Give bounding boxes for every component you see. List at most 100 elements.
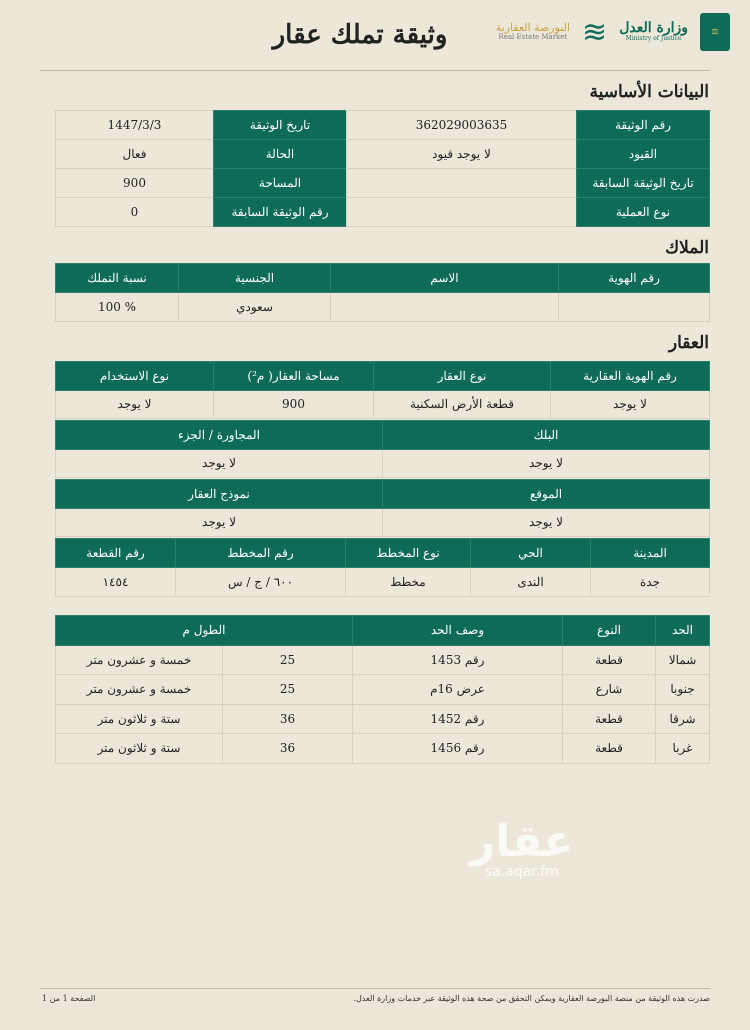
table-cell: 25 <box>222 644 353 675</box>
table-cell: % 100 <box>55 292 179 322</box>
table-row: جنوبا شارع عرض 16م 25 خمسة و عشرون متر <box>55 674 710 705</box>
footer-note: صدرت هذه الوثيقة من منصة البورصة العقاري… <box>353 994 710 1003</box>
block-table: البلك المجاورة / الجزء لا يوجد لا يوجد <box>55 420 710 478</box>
table-cell: لا يوجد <box>55 448 383 478</box>
table-cell: لا يوجد <box>55 389 214 419</box>
property-heading: العقار <box>668 333 709 353</box>
column-header: رقم الهوية العقارية <box>550 361 710 391</box>
table-cell: شمالا <box>655 644 710 675</box>
header-row: الموقع نموذج العقار <box>55 479 710 509</box>
header-row: الحد النوع وصف الحد الطول م <box>55 615 710 646</box>
table-cell: 362029003635 <box>346 110 577 140</box>
column-header: الحد <box>655 615 710 646</box>
table-cell: 1447/3/3 <box>55 110 214 140</box>
column-header: القيود <box>576 139 710 169</box>
table-row: لا يوجد لا يوجد <box>55 448 710 478</box>
table-cell: لا يوجد <box>550 389 710 419</box>
table-cell: الندى <box>470 567 591 597</box>
table-row: لا يوجد لا يوجد <box>55 507 710 537</box>
table-cell: عرض 16م <box>352 674 563 705</box>
table-row: شرقا قطعة رقم 1452 36 ستة و ثلاثون متر <box>55 703 710 734</box>
table-cell: رقم 1456 <box>352 733 563 764</box>
table-row: تاريخ الوثيقة السابقة المساحة 900 <box>55 168 710 198</box>
plan-table: المدينة الحي نوع المخطط رقم المخطط رقم القطع… <box>55 538 710 597</box>
table-cell: 900 <box>213 389 374 419</box>
page-number: الصفحة 1 من 1 <box>42 994 96 1003</box>
table-cell: شارع <box>562 674 656 705</box>
table-cell <box>346 197 577 227</box>
table-cell: قطعة <box>562 733 656 764</box>
moj-logo-en: Ministry of Justice <box>625 35 682 43</box>
table-cell <box>330 292 559 322</box>
table-cell: ٦٠٠ / ج / س <box>175 567 346 597</box>
column-header: رقم الوثيقة السابقة <box>213 197 347 227</box>
table-cell: 0 <box>55 197 214 227</box>
table-cell: قطعة <box>562 644 656 675</box>
column-header: نموذج العقار <box>55 479 383 509</box>
column-header: المدينة <box>590 538 710 568</box>
column-header: مساحة العقار( م²) <box>213 361 374 391</box>
column-header: نوع العملية <box>576 197 710 227</box>
column-header: الطول م <box>55 615 353 646</box>
table-cell: قطعة الأرض السكنية <box>373 389 551 419</box>
owners-table: رقم الهوية الاسم الجنسية نسبة التملك سعودي% … <box>55 263 710 322</box>
watermark-site: sa.aqar.fm <box>484 864 559 880</box>
divider <box>40 988 710 989</box>
table-cell: ستة و ثلاثون متر <box>55 703 223 734</box>
table-cell <box>558 292 710 322</box>
table-cell: جنوبا <box>655 674 710 705</box>
table-cell: لا يوجد <box>55 507 383 537</box>
column-header: الاسم <box>330 263 559 293</box>
market-logo: البورصة العقارية Real Estate Market <box>496 22 570 42</box>
table-cell: 36 <box>222 733 353 764</box>
table-cell: سعودي <box>178 292 331 322</box>
table-cell: 36 <box>222 703 353 734</box>
table-cell: شرقا <box>655 703 710 734</box>
table-row: جدة الندى مخطط ٦٠٠ / ج / س ١٤٥٤ <box>55 567 710 597</box>
table-cell: لا يوجد <box>382 507 710 537</box>
table-row: القيود لا يوجد قيود الحالة فعال <box>55 139 710 169</box>
moj-logo: وزارة العدل Ministry of Justice <box>619 20 688 43</box>
table-cell: لا يوجد <box>382 448 710 478</box>
table-cell: مخطط <box>345 567 471 597</box>
column-header: نوع الاستخدام <box>55 361 214 391</box>
table-cell: فعال <box>55 139 214 169</box>
column-header: نسبة التملك <box>55 263 179 293</box>
column-header: نوع العقار <box>373 361 551 391</box>
owners-heading: الملاك <box>665 238 709 258</box>
column-header: المجاورة / الجزء <box>55 420 383 450</box>
column-header: تاريخ الوثيقة <box>213 110 347 140</box>
table-row: رقم الوثيقة 362029003635 تاريخ الوثيقة 1447… <box>55 110 710 140</box>
table-row: غربا قطعة رقم 1456 36 ستة و ثلاثون متر <box>55 733 710 764</box>
moj-emblem-logo: ⚖ <box>700 13 730 51</box>
column-header: الحي <box>470 538 591 568</box>
header-row: المدينة الحي نوع المخطط رقم المخطط رقم القطع… <box>55 538 710 568</box>
column-header: المساحة <box>213 168 347 198</box>
column-header: وصف الحد <box>352 615 563 646</box>
watermark-logo: عقار <box>470 816 574 867</box>
table-row: سعودي% 100 <box>55 292 710 322</box>
column-header: الحالة <box>213 139 347 169</box>
column-header: رقم الهوية <box>558 263 710 293</box>
column-header: رقم الوثيقة <box>576 110 710 140</box>
market-emblem-logo: ≋ <box>582 14 608 50</box>
boundaries-table: الحد النوع وصف الحد الطول م شمالا قطعة رقم 145… <box>55 615 710 764</box>
basic-heading: البيانات الأساسية <box>589 82 709 102</box>
header-row: البلك المجاورة / الجزء <box>55 420 710 450</box>
header-row: رقم الهوية العقارية نوع العقار مساحة العقا… <box>55 361 710 391</box>
table-cell: جدة <box>590 567 710 597</box>
column-header: نوع المخطط <box>345 538 471 568</box>
market-logo-en: Real Estate Market <box>498 33 568 42</box>
divider <box>40 70 710 71</box>
table-cell: 900 <box>55 168 214 198</box>
table-cell <box>346 168 577 198</box>
moj-logo-text: وزارة العدل <box>619 20 688 36</box>
table-cell: قطعة <box>562 703 656 734</box>
market-logo-text: البورصة العقارية <box>495 21 571 35</box>
header-row: رقم الهوية الاسم الجنسية نسبة التملك <box>55 263 710 293</box>
column-header: البلك <box>382 420 710 450</box>
table-row: شمالا قطعة رقم 1453 25 خمسة و عشرون متر <box>55 644 710 675</box>
watermark: عقار sa.aqar.fm <box>470 816 574 881</box>
page-title: وثيقة تملك عقار <box>272 20 448 50</box>
column-header: الموقع <box>382 479 710 509</box>
